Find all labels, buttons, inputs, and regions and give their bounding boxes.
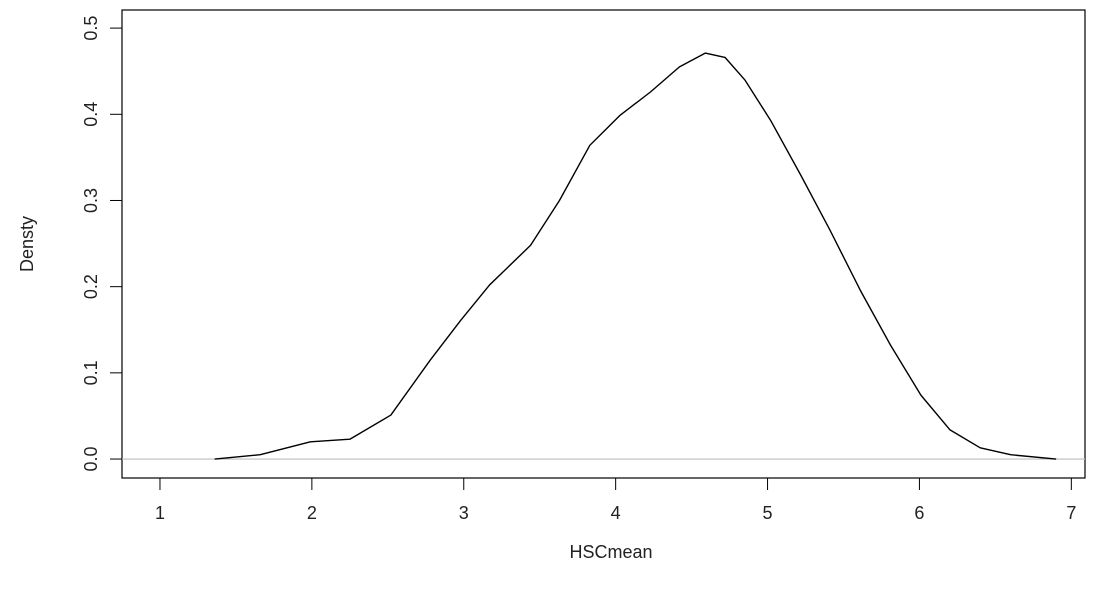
y-tick-label: 0.0 <box>81 447 101 472</box>
x-tick-label: 4 <box>611 503 621 523</box>
x-tick-label: 6 <box>914 503 924 523</box>
x-tick-label: 2 <box>307 503 317 523</box>
y-tick-label: 0.4 <box>81 102 101 127</box>
y-tick-label: 0.3 <box>81 188 101 213</box>
plot-box <box>121 9 1086 479</box>
y-tick-label: 0.5 <box>81 16 101 41</box>
x-tick-label: 3 <box>459 503 469 523</box>
x-tick-label: 5 <box>763 503 773 523</box>
x-tick-label: 1 <box>155 503 165 523</box>
y-tick-label: 0.1 <box>81 360 101 385</box>
x-tick-label: 7 <box>1066 503 1076 523</box>
x-axis-label: HSCmean <box>569 542 652 562</box>
density-line <box>214 52 1057 460</box>
y-axis-label: Densty <box>17 216 37 272</box>
y-tick-label: 0.2 <box>81 274 101 299</box>
